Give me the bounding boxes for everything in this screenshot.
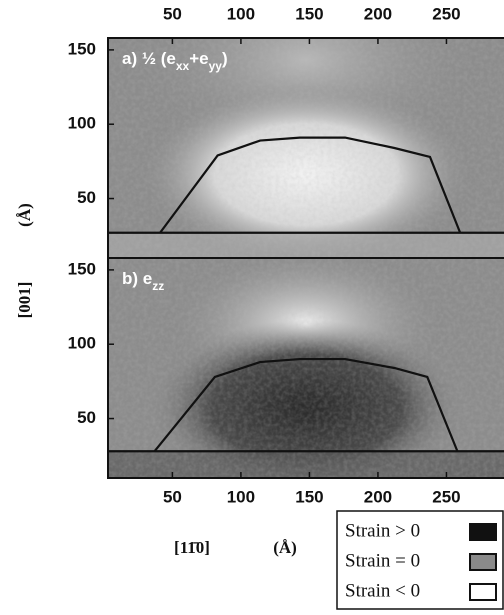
x-tick-label: 50	[163, 4, 182, 23]
panel-label: b) ezz	[122, 269, 164, 293]
legend-label: Strain = 0	[345, 550, 420, 571]
x-tick-label: 250	[432, 487, 460, 506]
panel-label-part: +e	[189, 49, 208, 68]
legend-swatch	[469, 523, 497, 541]
legend-swatch	[469, 553, 497, 571]
heatmap-noise	[108, 38, 504, 258]
panel-frame	[107, 257, 504, 479]
y-tick-label: 150	[68, 259, 96, 278]
y-axis-label: [001]	[15, 282, 34, 319]
panel-label-part: b) e	[122, 269, 152, 288]
x-axis-label: [11̄0]	[174, 538, 210, 557]
legend-label: Strain < 0	[345, 580, 420, 601]
x-tick-label: 250	[432, 4, 460, 23]
y-tick-label: 50	[77, 188, 96, 207]
heatmap	[108, 38, 504, 258]
panel-label-part: zz	[152, 279, 164, 293]
y-tick-label: 150	[68, 39, 96, 58]
x-tick-label: 150	[295, 487, 323, 506]
panel-label-part: xx	[176, 59, 190, 73]
y-tick-label: 100	[68, 334, 96, 353]
legend-label: Strain > 0	[345, 520, 420, 541]
y-tick-label: 100	[68, 114, 96, 133]
x-tick-label: 200	[364, 4, 392, 23]
x-tick-label: 150	[295, 4, 323, 23]
panel-label-part: a) ½ (e	[122, 49, 176, 68]
x-tick-label: 50	[163, 487, 182, 506]
y-axis-unit: (Å)	[15, 203, 34, 227]
heatmap	[108, 258, 504, 478]
legend-swatch	[469, 583, 497, 601]
panel-label: a) ½ (exx+eyy)	[122, 49, 228, 73]
panel-label-part: yy	[209, 59, 223, 73]
heatmap-noise	[108, 258, 504, 478]
panel-label-part: )	[222, 49, 228, 68]
y-tick-label: 50	[77, 408, 96, 427]
x-axis-unit: (Å)	[273, 538, 297, 557]
island-outline	[153, 357, 459, 452]
island-outline	[159, 136, 462, 234]
x-tick-label: 100	[227, 4, 255, 23]
x-tick-label: 100	[227, 487, 255, 506]
x-tick-label: 200	[364, 487, 392, 506]
